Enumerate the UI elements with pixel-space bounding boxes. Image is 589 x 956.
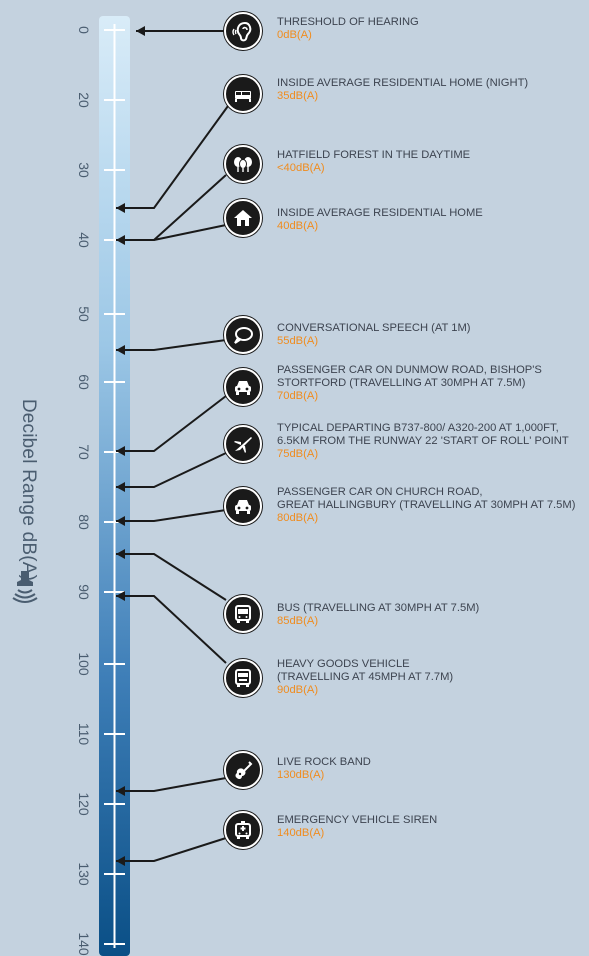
tick-label: 0 [76,26,92,34]
connector-lines [116,26,229,866]
decibel-value: 40dB(A) [277,220,319,232]
noise-source-entry: THRESHOLD OF HEARING 0dB(A) [277,16,589,42]
noise-source-label: PASSENGER CAR ON CHURCH ROAD, GREAT HALL… [277,486,576,511]
decibel-value: 85dB(A) [277,615,319,627]
connector-line [116,452,227,488]
noise-source-entry: BUS (TRAVELLING AT 30MPH AT 7.5m) 85dB(A) [277,602,589,628]
decibel-value: <40dB(A) [277,162,325,174]
noise-source-label: TYPICAL DEPARTING B737-800/ A320-200 AT … [277,422,569,447]
noise-source-entry: LIVE ROCK BAND 130dB(A) [277,756,589,782]
noise-source-label: THRESHOLD OF HEARING [277,16,419,28]
noise-source-entry: TYPICAL DEPARTING B737-800/ A320-200 AT … [277,422,589,461]
connector-line [116,553,227,601]
tick-label: 100 [76,652,92,676]
ear-icon [224,12,262,50]
noise-source-entry: EMERGENCY VEHICLE SIREN 140dB(A) [277,814,589,840]
tick-label: 120 [76,792,92,816]
noise-source-entry: PASSENGER CAR ON CHURCH ROAD, GREAT HALL… [277,486,589,525]
tick-label: 50 [76,306,92,322]
decibel-value: 80dB(A) [277,512,319,524]
bus-icon [224,595,262,633]
tick-label: 130 [76,862,92,886]
noise-source-label: HATFIELD FOREST IN THE DAYTIME [277,149,471,161]
connector-arrowhead [116,235,125,245]
noise-source-entry: HATFIELD FOREST IN THE DAYTIME <40dB(A) [277,149,589,175]
decibel-value: 90dB(A) [277,684,319,696]
tick-label: 30 [76,162,92,178]
decibel-value: 55dB(A) [277,335,319,347]
noise-source-entry: HEAVY GOODS VEHICLE (TRAVELLING AT 45MPH… [277,658,589,697]
connector-line [116,777,227,792]
decibel-value: 130dB(A) [277,769,325,781]
noise-source-entry: INSIDE AVERAGE RESIDENTIAL HOME (NIGHT) 3… [277,77,589,103]
connector-arrowhead [116,549,125,559]
noise-source-label: HEAVY GOODS VEHICLE (TRAVELLING AT 45MPH… [277,658,454,683]
noise-source-label: INSIDE AVERAGE RESIDENTIAL HOME (NIGHT) [277,77,529,89]
decibel-value: 35dB(A) [277,90,319,102]
noise-source-entry: INSIDE AVERAGE RESIDENTIAL HOME 40dB(A) [277,207,589,233]
scale-ticks [104,29,125,945]
connector-arrowhead [116,856,125,866]
connector-arrowhead [136,26,145,36]
axis-title: Decibel Range dB(A) [18,398,39,582]
noise-source-label: PASSENGER CAR ON DUNMOW ROAD, BISHOP'S S… [277,364,542,389]
noise-source-label: BUS (TRAVELLING AT 30MPH AT 7.5m) [277,602,480,614]
noise-source-label: CONVERSATIONAL SPEECH (AT 1m) [277,322,471,334]
connector-line [116,595,227,664]
connector-line [116,339,227,351]
house-icon [224,199,262,237]
emergency-vehicle-icon [224,811,262,849]
noise-source-entry: PASSENGER CAR ON DUNMOW ROAD, BISHOP'S S… [277,364,589,403]
noise-source-entry: CONVERSATIONAL SPEECH (AT 1m) 55dB(A) [277,322,589,348]
speaker-icon [12,571,38,603]
decibel-value: 140dB(A) [277,827,325,839]
connector-arrowhead [116,591,125,601]
connector-line [116,509,227,522]
truck-icon [224,659,262,697]
tick-label: 40 [76,232,92,248]
connector-arrowhead [116,345,125,355]
connector-arrowhead [116,482,125,492]
airplane-icon [224,425,262,463]
tick-label: 70 [76,444,92,460]
bed-icon [224,75,262,113]
connector-line [116,837,227,862]
connector-arrowhead [116,516,125,526]
tick-label: 140 [76,932,92,956]
tick-label: 60 [76,374,92,390]
noise-source-label: EMERGENCY VEHICLE SIREN [277,814,438,826]
speech-bubble-icon [224,316,262,354]
connector-line [153,224,227,241]
connector-line [116,395,227,452]
car-icon [224,487,262,525]
tick-label: 20 [76,92,92,108]
noise-source-label: INSIDE AVERAGE RESIDENTIAL HOME [277,207,483,219]
tick-label: 80 [76,514,92,530]
guitar-icon [224,751,262,789]
decibel-value: 75dB(A) [277,448,319,460]
tick-label: 110 [76,722,92,746]
connector-arrowhead [116,203,125,213]
tick-label: 90 [76,584,92,600]
car-icon [224,368,262,406]
connector-arrowhead [116,446,125,456]
connector-arrowhead [116,786,125,796]
noise-source-label: LIVE ROCK BAND [277,756,371,768]
decibel-value: 70dB(A) [277,390,319,402]
trees-icon [224,145,262,183]
connector-line [116,105,229,209]
decibel-value: 0dB(A) [277,29,312,41]
